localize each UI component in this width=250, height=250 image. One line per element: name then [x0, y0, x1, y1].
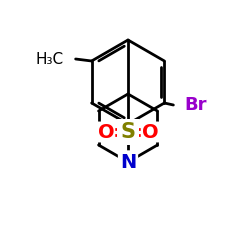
Text: O: O: [98, 122, 114, 142]
Text: N: N: [120, 152, 136, 172]
Text: H₃C: H₃C: [36, 52, 64, 66]
Text: N: N: [120, 152, 136, 172]
Text: S: S: [120, 122, 136, 142]
Text: O: O: [142, 122, 158, 142]
Text: Br: Br: [184, 96, 207, 114]
